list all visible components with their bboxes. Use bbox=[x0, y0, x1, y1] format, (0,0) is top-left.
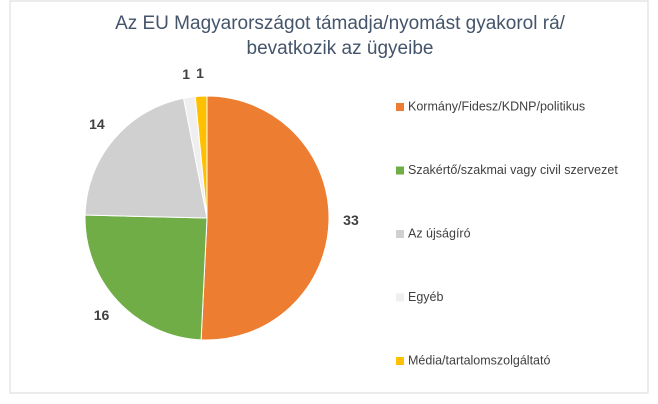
legend-swatch bbox=[396, 230, 404, 238]
legend-swatch bbox=[396, 103, 404, 111]
chart-title: Az EU Magyarországot támadja/nyomást gya… bbox=[115, 13, 566, 34]
legend-label: Szakértő/szakmai vagy civil szervezet bbox=[408, 163, 618, 177]
legend-label: Média/tartalomszolgáltató bbox=[408, 353, 550, 367]
pie-slice bbox=[84, 214, 208, 341]
pie-slice bbox=[84, 97, 208, 219]
legend-swatch bbox=[396, 357, 404, 365]
legend-swatch bbox=[396, 293, 404, 302]
chart-title: bevatkozik az ügyeibe bbox=[247, 38, 434, 59]
data-label: 1 bbox=[196, 65, 204, 81]
legend-label: Az újságíró bbox=[408, 226, 471, 240]
data-label: 1 bbox=[182, 66, 190, 82]
data-label: 14 bbox=[89, 116, 105, 132]
legend-label: Kormány/Fidesz/KDNP/politikus bbox=[408, 99, 585, 113]
data-label: 16 bbox=[94, 307, 110, 323]
legend-label: Egyéb bbox=[408, 290, 443, 304]
pie-slice bbox=[200, 95, 330, 341]
legend-swatch bbox=[396, 166, 404, 175]
data-label: 33 bbox=[343, 212, 359, 228]
pie-slice bbox=[194, 95, 208, 219]
